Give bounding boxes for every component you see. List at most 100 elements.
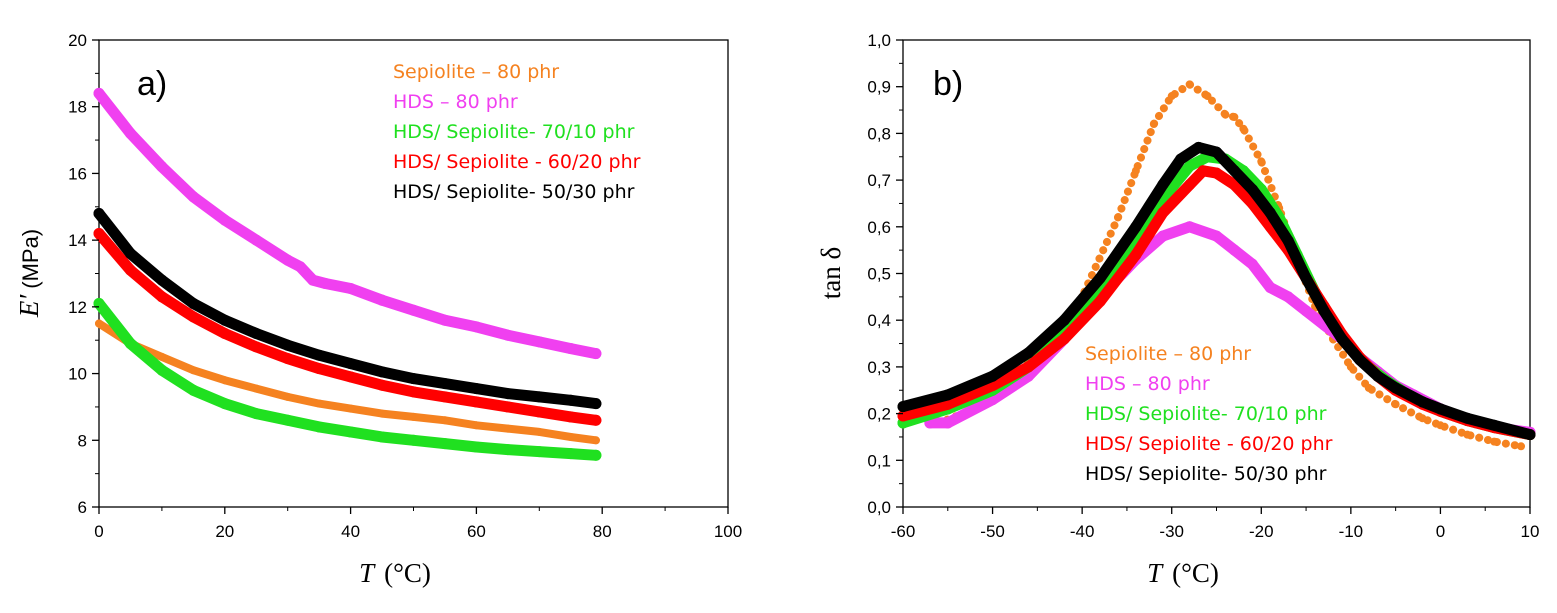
x-axis-title-symbol: T [1147, 558, 1164, 588]
legend-entry: HDS/ Sepiolite- 70/10 phr [1085, 403, 1327, 425]
data-point [408, 434, 419, 446]
data-point [219, 214, 231, 226]
x-tick-label: -30 [1159, 522, 1184, 541]
legend-entry: HDS – 80 phr [1085, 373, 1210, 395]
series-1 [934, 80, 1526, 451]
legend-entry: HDS/ Sepiolite - 60/20 phr [1085, 433, 1333, 455]
data-point [1230, 113, 1239, 122]
x-tick-label: -60 [891, 522, 916, 541]
data-point [591, 436, 600, 445]
data-point [313, 421, 325, 433]
y-tick-label: 0,8 [867, 124, 891, 143]
data-point [590, 398, 602, 410]
data-point [307, 274, 319, 286]
data-point [156, 274, 168, 286]
chart-panel-a: 0 20 40 60 80 100 6 8 10 12 14 16 18 20 a) Sepiolite – … [14, 31, 742, 588]
y-tick-label: 0,3 [867, 358, 891, 377]
x-tick-label: 20 [215, 522, 234, 541]
data-point [189, 366, 198, 375]
x-axis-title: T (°C) [1147, 558, 1219, 588]
y-axis-title: tan δ [816, 247, 846, 299]
data-point [1211, 167, 1222, 179]
series-3 [93, 298, 602, 461]
data-point [219, 314, 231, 326]
data-point [93, 207, 105, 219]
data-point [294, 261, 306, 273]
data-point [565, 411, 577, 423]
x-tick-label: 80 [593, 522, 612, 541]
data-point [1257, 157, 1266, 166]
data-point [1157, 179, 1169, 191]
data-point [1461, 412, 1473, 424]
data-point [124, 247, 136, 259]
x-tick-label: 0 [1436, 522, 1445, 541]
x-tick-label: 40 [341, 522, 360, 541]
data-point [503, 424, 512, 433]
panel-label: a) [137, 65, 167, 103]
x-tick-label: 60 [467, 522, 486, 541]
data-point [315, 399, 324, 408]
data-point [1346, 362, 1355, 371]
data-point [470, 383, 482, 395]
x-tick-label: 10 [1521, 522, 1540, 541]
data-point [1436, 421, 1445, 430]
data-point [1022, 361, 1034, 373]
data-point [376, 379, 388, 391]
data-point [250, 341, 262, 353]
data-point [1157, 230, 1169, 242]
y-tick-label: 0,7 [867, 171, 891, 190]
data-point [1022, 347, 1034, 359]
data-point [590, 449, 602, 461]
data-point [440, 416, 449, 425]
data-point [1282, 235, 1294, 247]
data-point [1364, 383, 1373, 392]
panel-label: b) [933, 65, 963, 103]
y-axis-title-symbol: E′ [14, 294, 44, 318]
data-point [1185, 80, 1194, 89]
data-point [313, 349, 325, 361]
y-tick-label: 0,1 [867, 451, 891, 470]
data-point [282, 353, 294, 365]
data-point [942, 417, 954, 429]
data-point [1130, 221, 1142, 233]
data-point [156, 291, 168, 303]
data-point [346, 404, 355, 413]
data-point [1211, 146, 1222, 158]
data-point [156, 364, 168, 376]
data-point [1239, 124, 1248, 133]
series-group [93, 87, 602, 461]
data-point [376, 366, 388, 378]
data-point [1463, 430, 1472, 439]
x-tick-label: 100 [714, 522, 742, 541]
legend-entry: HDS/ Sepiolite- 50/30 phr [393, 181, 635, 203]
legend-entry: HDS/ Sepiolite - 60/20 phr [393, 151, 641, 173]
data-point [1184, 160, 1196, 172]
data-point [313, 363, 325, 375]
data-point [378, 409, 387, 418]
data-point [942, 389, 954, 401]
series-4 [93, 227, 602, 426]
x-tick-label: -40 [1070, 522, 1095, 541]
data-point [319, 278, 331, 290]
data-point [187, 298, 199, 310]
data-point [1418, 414, 1427, 423]
data-point [1228, 244, 1240, 256]
data-point [1058, 314, 1070, 326]
data-point [590, 414, 602, 426]
data-point [376, 294, 388, 306]
data-point [942, 398, 954, 410]
data-point [1354, 354, 1366, 366]
legend-entry: Sepiolite – 80 phr [393, 61, 559, 83]
data-point [124, 127, 136, 139]
y-tick-label: 18 [68, 98, 87, 117]
data-point [345, 371, 357, 383]
data-point [345, 283, 357, 295]
x-axis-title: T (°C) [359, 558, 431, 588]
data-point [1417, 396, 1429, 408]
data-point [408, 373, 419, 385]
x-axis-title-symbol: T [359, 558, 376, 588]
data-point [1167, 92, 1176, 101]
data-point [1094, 296, 1106, 308]
data-point [219, 328, 231, 340]
data-point [470, 441, 482, 453]
